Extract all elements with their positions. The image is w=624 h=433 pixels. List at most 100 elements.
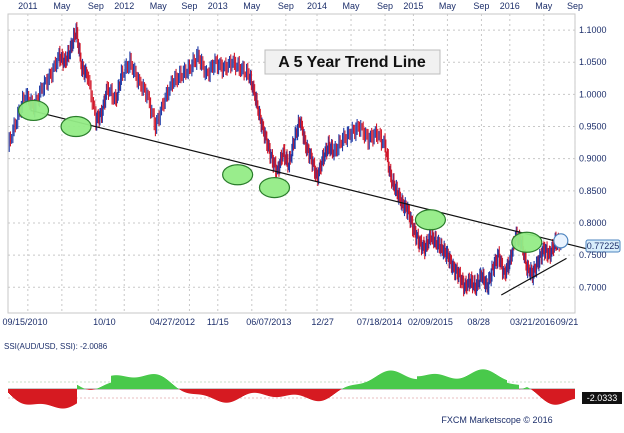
top-axis-label: Sep [473,1,489,11]
ssi-bar [23,389,24,404]
ssi-bar [111,376,112,389]
ssi-bar [72,389,73,406]
ssi-bar [206,389,207,396]
ssi-bar [484,369,485,389]
ssi-bar [45,389,46,404]
ssi-bar [343,388,344,389]
ssi-bar [160,375,161,389]
ssi-bar [372,379,373,389]
ssi-bar [183,389,184,392]
ssi-bar [218,389,219,401]
ssi-bar [561,389,562,404]
ssi-bar [347,386,348,389]
ssi-bar [391,371,392,389]
ssi-bar [80,387,81,389]
ssi-bar [324,389,325,400]
ssi-bar [244,389,245,395]
ssi-bar [567,389,568,401]
top-axis-label: May [150,1,168,11]
ssi-bar [560,389,561,404]
ssi-bar [439,374,440,389]
ssi-bar [473,372,474,389]
ssi-bar [398,372,399,389]
ssi-bar [39,389,40,404]
ssi-bar [216,389,217,400]
ssi-bar [196,389,197,394]
ssi-bar [129,377,130,389]
ssi-bar [20,389,21,403]
bottom-axis-label: 07/18/2014 [357,317,402,327]
ssi-bar [263,389,264,394]
ssi-bar [208,389,209,397]
ssi-bar [25,389,26,404]
ssi-bar [451,378,452,389]
trend-touch-marker [512,232,542,252]
ssi-bar [11,389,12,396]
ssi-bar [283,389,284,396]
y-tick-label: 0.9000 [579,154,607,164]
ssi-bar [420,376,421,389]
ssi-bar [404,375,405,389]
ssi-bar [397,372,398,389]
ssi-bar [309,389,310,399]
ssi-bar [448,377,449,389]
ssi-bar [377,376,378,389]
ssi-bar [529,388,530,389]
ssi-bar [480,370,481,389]
ssi-bar [231,389,232,402]
ssi-bar [312,389,313,400]
ssi-bar [266,389,267,395]
ssi-bar [190,389,191,394]
ssi-bar [259,389,260,393]
ssi-bar [234,389,235,401]
ssi-bar [475,371,476,389]
ssi-bar [510,384,511,389]
ssi-bar [469,374,470,389]
ssi-bar [52,389,53,406]
ssi-bar [250,389,251,393]
ssi-bar [41,389,42,404]
ssi-bar [152,374,153,389]
ssi-bar [97,388,98,389]
ssi-bar [506,380,507,389]
ssi-bar [361,383,362,389]
ssi-bar [481,369,482,389]
ssi-bar [573,389,574,399]
ssi-bar [133,377,134,389]
ssi-bar [306,389,307,398]
ssi-bar [466,376,467,389]
ssi-bar [93,389,94,390]
ssi-bar [562,389,563,403]
ssi-bar [240,389,241,398]
ssi-bar [131,377,132,389]
ssi-bar [318,389,319,401]
ssi-bar [517,385,518,389]
ssi-bar [323,389,324,400]
ssi-bar [230,389,231,402]
ssi-bar [222,389,223,402]
ssi-bar [374,378,375,389]
ssi-bar [195,389,196,394]
ssi-bar [232,389,233,402]
ssi-bar [254,389,255,393]
ssi-bar [400,373,401,389]
ssi-bar [325,389,326,400]
ssi-bar [543,389,544,400]
ssi-bar [526,387,527,389]
ssi-bar [238,389,239,399]
ssi-bar [352,385,353,389]
ssi-bar [105,385,106,389]
ssi-bar [171,383,172,389]
ssi-bar [81,387,82,389]
ssi-bar [303,389,304,397]
ssi-bar [294,389,295,395]
ssi-bar [384,372,385,389]
ssi-bar [300,389,301,396]
ssi-bar [505,380,506,389]
ssi-bar [503,379,504,389]
ssi-bar [516,385,517,389]
ssi-bar [194,389,195,394]
ssi-bar [137,377,138,389]
ssi-bar [189,389,190,393]
ssi-bar [498,376,499,389]
